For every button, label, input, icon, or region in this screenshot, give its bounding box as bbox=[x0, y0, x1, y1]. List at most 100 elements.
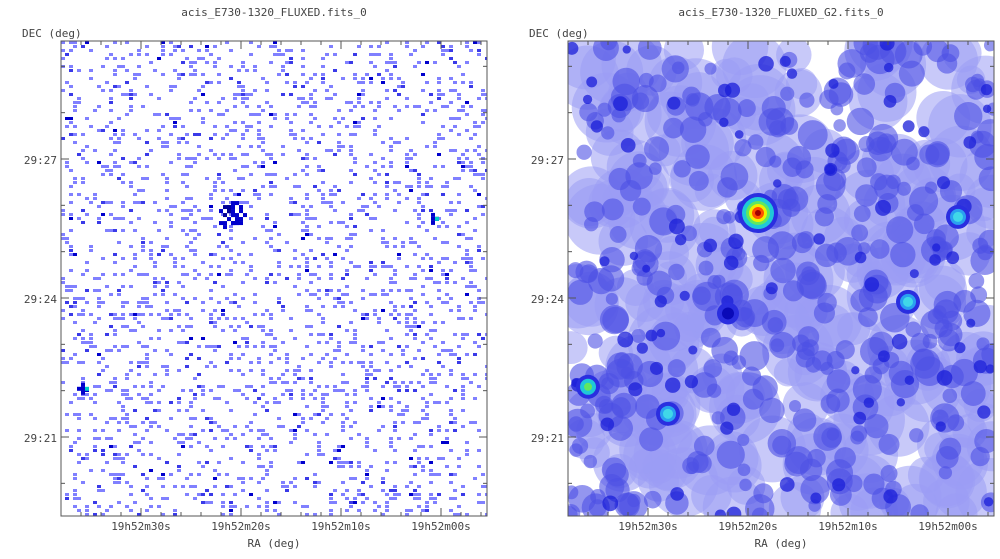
count-pixel bbox=[117, 165, 121, 168]
count-pixel bbox=[173, 125, 177, 128]
count-pixel bbox=[349, 505, 353, 508]
count-pixel bbox=[197, 461, 201, 464]
count-pixel bbox=[421, 257, 425, 260]
count-pixel bbox=[421, 509, 425, 512]
count-pixel bbox=[241, 489, 245, 492]
count-pixel bbox=[253, 237, 257, 240]
count-pixel bbox=[141, 177, 145, 180]
count-pixel bbox=[353, 125, 357, 128]
count-pixel bbox=[381, 309, 385, 312]
count-pixel bbox=[105, 165, 109, 168]
count-pixel bbox=[457, 157, 461, 160]
background-blob bbox=[651, 321, 681, 351]
count-pixel bbox=[393, 429, 397, 432]
count-pixel bbox=[365, 313, 369, 316]
count-pixel bbox=[425, 109, 429, 112]
count-pixel bbox=[397, 93, 401, 96]
count-pixel bbox=[421, 465, 425, 468]
count-pixel bbox=[401, 305, 405, 308]
count-pixel bbox=[313, 481, 317, 484]
count-pixel bbox=[365, 373, 369, 376]
count-pixel bbox=[185, 173, 189, 176]
count-pixel bbox=[337, 345, 341, 348]
count-pixel bbox=[413, 497, 417, 500]
count-pixel bbox=[201, 337, 205, 340]
count-pixel bbox=[209, 361, 213, 364]
count-pixel bbox=[301, 101, 305, 104]
count-pixel bbox=[73, 321, 77, 324]
count-pixel bbox=[97, 505, 101, 508]
count-pixel bbox=[481, 93, 485, 96]
source-pixel bbox=[231, 221, 235, 226]
count-pixel bbox=[281, 93, 285, 96]
count-pixel bbox=[349, 437, 353, 440]
count-pixel bbox=[385, 329, 389, 332]
count-pixel bbox=[77, 453, 81, 456]
count-pixel bbox=[233, 169, 237, 172]
count-pixel bbox=[305, 225, 309, 228]
count-pixel bbox=[477, 249, 481, 252]
background-blob bbox=[779, 55, 791, 67]
count-pixel bbox=[433, 377, 437, 380]
count-pixel bbox=[113, 317, 117, 320]
count-pixel bbox=[265, 505, 269, 508]
count-pixel bbox=[165, 281, 169, 284]
count-pixel bbox=[233, 261, 237, 264]
count-pixel bbox=[445, 185, 449, 188]
count-pixel bbox=[381, 237, 385, 240]
count-pixel bbox=[109, 101, 113, 104]
count-pixel bbox=[97, 317, 101, 320]
count-pixel bbox=[273, 173, 277, 176]
count-pixel bbox=[157, 129, 161, 132]
count-pixel bbox=[417, 493, 421, 496]
count-pixel bbox=[337, 289, 341, 292]
count-pixel bbox=[225, 361, 229, 364]
count-pixel bbox=[397, 77, 401, 80]
count-pixel bbox=[401, 85, 405, 88]
count-pixel bbox=[129, 161, 133, 164]
background-blob bbox=[925, 143, 950, 168]
count-pixel bbox=[93, 449, 97, 452]
count-pixel bbox=[257, 457, 261, 460]
count-pixel bbox=[121, 313, 125, 316]
count-pixel bbox=[253, 69, 257, 72]
count-pixel bbox=[261, 405, 265, 408]
count-pixel bbox=[377, 105, 381, 108]
count-pixel bbox=[477, 245, 481, 248]
count-pixel bbox=[133, 229, 137, 232]
count-pixel bbox=[317, 481, 321, 484]
count-pixel bbox=[77, 101, 81, 104]
count-pixel bbox=[321, 197, 325, 200]
count-pixel bbox=[161, 473, 165, 476]
background-blob bbox=[938, 466, 953, 480]
panel-right-xtick-3: 19h52m00s bbox=[918, 520, 978, 533]
count-pixel bbox=[445, 105, 449, 108]
count-pixel bbox=[313, 105, 317, 108]
count-pixel bbox=[77, 333, 81, 336]
count-pixel bbox=[409, 457, 413, 460]
count-pixel bbox=[457, 345, 461, 348]
count-pixel bbox=[353, 337, 357, 340]
count-pixel bbox=[117, 289, 121, 292]
panel-left-ytick-2: 29:21 bbox=[24, 432, 57, 445]
count-pixel bbox=[349, 101, 353, 104]
count-pixel bbox=[309, 217, 313, 220]
count-pixel bbox=[425, 81, 429, 84]
count-pixel bbox=[61, 277, 65, 280]
count-pixel bbox=[337, 245, 341, 248]
count-pixel bbox=[125, 81, 129, 84]
count-pixel bbox=[237, 357, 241, 360]
background-blob bbox=[579, 102, 598, 122]
count-pixel bbox=[205, 49, 209, 52]
count-pixel bbox=[269, 445, 273, 448]
count-pixel bbox=[257, 197, 261, 200]
count-pixel bbox=[117, 349, 121, 352]
count-pixel bbox=[389, 77, 393, 80]
count-pixel bbox=[325, 149, 329, 152]
count-pixel bbox=[349, 425, 353, 428]
source-pixel bbox=[219, 221, 223, 226]
count-pixel bbox=[193, 297, 197, 300]
count-pixel bbox=[273, 381, 277, 384]
count-pixel bbox=[265, 433, 269, 436]
count-pixel bbox=[397, 141, 401, 144]
